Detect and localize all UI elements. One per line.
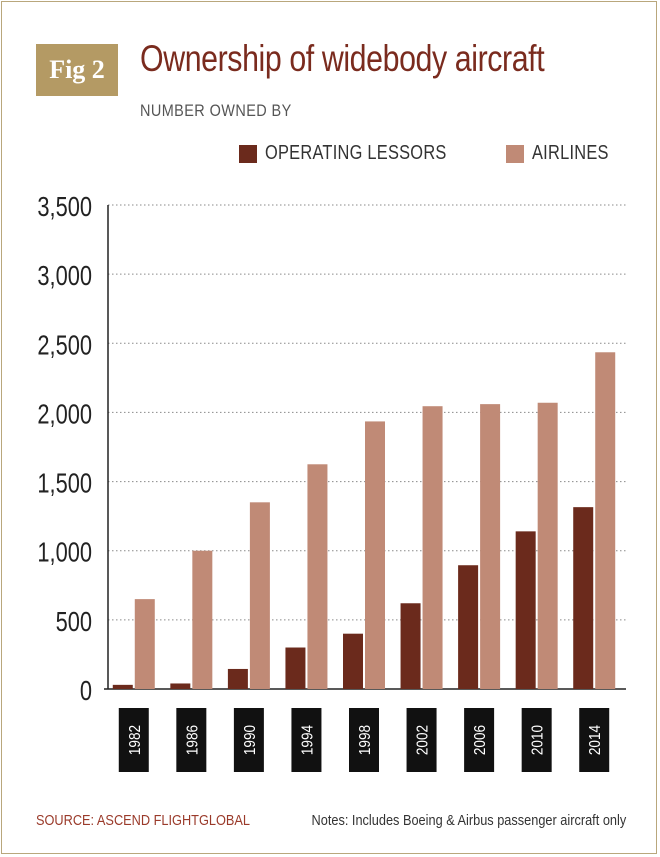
bar-airlines [307, 464, 328, 689]
bar-airlines [537, 402, 558, 689]
y-tick-label: 3,000 [37, 261, 92, 292]
source-note: SOURCE: ASCEND FLIGHTGLOBAL [36, 812, 250, 829]
figure-badge: Fig 2 [36, 44, 118, 96]
bar-airlines [480, 404, 501, 689]
y-tick-label: 1,500 [37, 468, 92, 499]
y-tick-label: 2,500 [37, 330, 92, 361]
bar-lessors [400, 603, 421, 689]
x-tick-label: 1990 [242, 725, 259, 755]
x-tick-box [176, 708, 207, 772]
notes-text: Notes: Includes Boeing & Airbus passenge… [311, 812, 626, 829]
x-tick-box [233, 708, 264, 772]
bar-airlines [365, 421, 385, 689]
x-tick-label: 2002 [415, 725, 432, 755]
bar-lessors [285, 647, 306, 689]
bar-airlines [595, 352, 616, 689]
legend-item-airlines: AIRLINES [506, 142, 626, 165]
x-tick-box [118, 708, 149, 772]
x-tick-box [349, 708, 379, 772]
bar-airlines [134, 599, 155, 689]
bar-lessors [458, 565, 479, 689]
x-tick-label: 2006 [472, 725, 489, 755]
y-tick-label: 2,000 [37, 399, 92, 430]
y-tick-label: 3,500 [37, 191, 92, 222]
bar-lessors [515, 531, 536, 689]
legend: OPERATING LESSORS AIRLINES [219, 142, 626, 165]
x-tick-label: 2010 [530, 725, 547, 755]
x-tick-label: 1982 [127, 725, 144, 755]
x-tick-box [579, 708, 610, 772]
x-tick-label: 1998 [357, 725, 374, 755]
x-tick-box [521, 708, 552, 772]
bar-lessors [227, 668, 248, 689]
bar-lessors [343, 633, 363, 689]
legend-label-lessors: OPERATING LESSORS [265, 142, 447, 164]
x-tick-box [406, 708, 437, 772]
bar-airlines [192, 550, 213, 689]
x-tick-box [464, 708, 495, 772]
y-tick-label: 1,000 [37, 537, 92, 568]
legend-swatch-airlines [506, 144, 525, 163]
chart-title: Ownership of widebody aircraft [140, 38, 545, 79]
legend-swatch-lessors [239, 144, 257, 163]
y-tick-label: 0 [80, 675, 92, 706]
x-tick-label: 2014 [587, 725, 604, 755]
bar-lessors [573, 507, 594, 689]
bar-lessors [112, 684, 133, 689]
x-tick-label: 1986 [184, 725, 201, 755]
legend-item-lessors: OPERATING LESSORS [239, 142, 486, 165]
x-tick-box [291, 708, 322, 772]
x-tick-label: 1994 [300, 725, 317, 755]
bar-airlines [422, 406, 443, 689]
legend-label-airlines: AIRLINES [532, 142, 610, 164]
y-tick-label: 500 [56, 606, 92, 637]
bar-lessors [170, 683, 191, 689]
chart-subtitle: NUMBER OWNED BY [140, 101, 292, 120]
bar-airlines [249, 502, 270, 689]
